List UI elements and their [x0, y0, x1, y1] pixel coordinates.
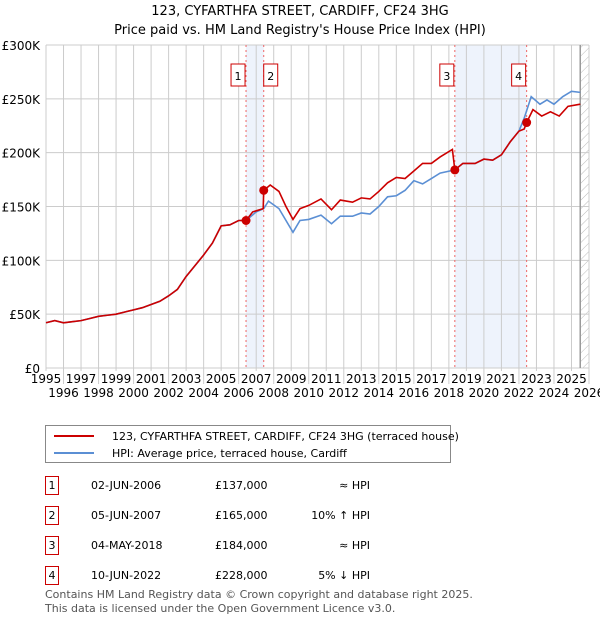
x-tick-label: 1995 — [31, 372, 62, 386]
x-tick-label: 2020 — [469, 386, 500, 400]
x-tick-label: 2011 — [311, 372, 342, 386]
y-tick-label: £50K — [9, 308, 41, 322]
x-tick-label: 2013 — [346, 372, 377, 386]
sale-marker-badge — [511, 63, 527, 87]
sale-marker-badge — [230, 63, 246, 87]
x-tick-label: 2021 — [486, 372, 517, 386]
x-tick-label: 2024 — [539, 386, 570, 400]
footer-line2: This data is licensed under the Open Gov… — [45, 602, 396, 615]
y-tick-label: £300K — [2, 39, 42, 53]
transaction-hpi-comparison: 10% ↑ HPI — [311, 509, 370, 522]
transaction-date: 05-JUN-2007 — [91, 509, 162, 522]
transaction-number: 2 — [45, 506, 59, 525]
x-tick-label: 2023 — [521, 372, 552, 386]
transaction-hpi-comparison: ≈ HPI — [339, 479, 370, 492]
x-tick-label: 2015 — [381, 372, 412, 386]
legend: 123, CYFARTHFA STREET, CARDIFF, CF24 3HG… — [45, 425, 459, 463]
transaction-number: 1 — [45, 476, 59, 495]
x-tick-label: 2005 — [206, 372, 237, 386]
x-tick-label: 2010 — [293, 386, 324, 400]
x-tick-label: 2009 — [276, 372, 307, 386]
chart-title: 123, CYFARTHFA STREET, CARDIFF, CF24 3HG… — [0, 2, 600, 40]
transaction-number: 3 — [45, 536, 59, 555]
legend-property-label: 123, CYFARTHFA STREET, CARDIFF, CF24 3HG… — [112, 429, 459, 443]
transaction-hpi-comparison: 5% ↓ HPI — [318, 569, 370, 582]
x-tick-label: 2002 — [153, 386, 184, 400]
legend-property-swatch — [54, 435, 94, 437]
x-tick-label: 2008 — [258, 386, 289, 400]
sale-point — [522, 118, 532, 128]
legend-hpi-label: HPI: Average price, terraced house, Card… — [112, 446, 347, 460]
y-tick-label: £250K — [2, 93, 42, 107]
x-tick-label: 2003 — [171, 372, 202, 386]
x-tick-label: 2007 — [241, 372, 272, 386]
y-tick-label: £100K — [2, 254, 42, 268]
x-tick-label: 2016 — [399, 386, 430, 400]
subtitle-line: Price paid vs. HM Land Registry's House … — [114, 23, 486, 38]
x-tick-label: 2012 — [329, 386, 360, 400]
x-tick-label: 2006 — [223, 386, 254, 400]
sale-marker-number: 1 — [235, 70, 242, 83]
x-tick-label: 2018 — [434, 386, 465, 400]
sale-marker-number: 2 — [267, 70, 274, 83]
sale-point — [259, 185, 269, 195]
transaction-date: 10-JUN-2022 — [91, 569, 162, 582]
x-tick-label: 2000 — [118, 386, 149, 400]
x-tick-label: 2019 — [451, 372, 482, 386]
sale-marker-number: 3 — [443, 70, 450, 83]
sale-marker-badge — [263, 63, 279, 87]
y-tick-label: £150K — [2, 201, 42, 215]
transaction-hpi-comparison: ≈ HPI — [339, 539, 370, 552]
x-tick-label: 2001 — [136, 372, 167, 386]
x-tick-label: 2004 — [188, 386, 219, 400]
x-tick-label: 1996 — [48, 386, 79, 400]
sale-marker-badge — [439, 63, 455, 87]
footer-line1: Contains HM Land Registry data © Crown c… — [45, 588, 473, 601]
property-line — [45, 103, 581, 324]
legend-hpi-swatch — [54, 452, 94, 454]
x-tick-label: 1998 — [83, 386, 114, 400]
transaction-date: 02-JUN-2006 — [91, 479, 162, 492]
y-tick-label: £0 — [25, 362, 40, 376]
y-tick-label: £200K — [2, 147, 42, 161]
x-tick-label: 2014 — [364, 386, 395, 400]
x-tick-label: 2026 — [574, 386, 600, 400]
title-line: 123, CYFARTHFA STREET, CARDIFF, CF24 3HG — [151, 4, 449, 19]
footer: Contains HM Land Registry data © Crown c… — [45, 588, 473, 616]
x-tick-label: 2025 — [556, 372, 587, 386]
price-chart: 1995199619971998199920002001200220032004… — [2, 39, 600, 400]
transaction-number: 4 — [45, 566, 59, 585]
x-tick-label: 1999 — [101, 372, 132, 386]
transaction-price: £137,000 — [215, 479, 268, 492]
sale-point — [450, 165, 460, 175]
transaction-price: £165,000 — [215, 509, 268, 522]
sale-point — [241, 215, 251, 225]
x-tick-label: 2022 — [504, 386, 535, 400]
x-tick-label: 1997 — [66, 372, 97, 386]
x-tick-label: 2017 — [416, 372, 447, 386]
transaction-price: £228,000 — [215, 569, 268, 582]
transaction-date: 04-MAY-2018 — [91, 539, 163, 552]
sale-marker-number: 4 — [515, 70, 522, 83]
transaction-price: £184,000 — [215, 539, 268, 552]
